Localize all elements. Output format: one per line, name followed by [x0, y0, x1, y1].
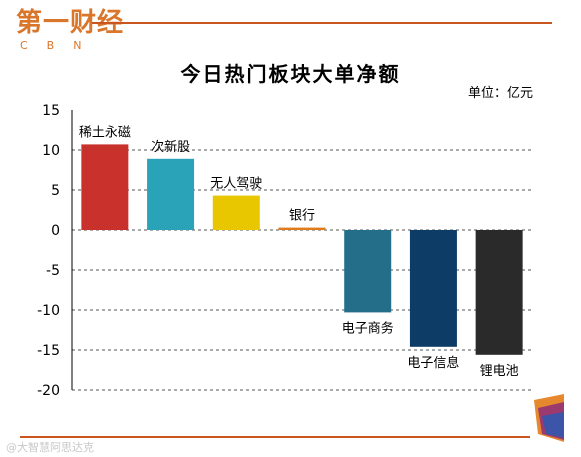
- y-tick-label: -5: [46, 263, 60, 279]
- y-tick-label: 10: [42, 143, 60, 159]
- y-tick-label: -20: [37, 383, 60, 399]
- footer-rule: [20, 436, 530, 438]
- bar: [475, 230, 523, 355]
- watermark: @大智慧阿思达克: [6, 441, 94, 454]
- y-tick-label: 5: [51, 183, 60, 199]
- y-tick-label: 15: [42, 103, 60, 119]
- bar: [81, 144, 129, 230]
- bar: [212, 195, 260, 230]
- y-tick-label: -15: [37, 343, 60, 359]
- cbn-logo-en: CBN: [20, 39, 101, 52]
- unit-label: 单位：亿元: [467, 86, 533, 101]
- bar-label: 电子信息: [407, 355, 459, 371]
- bar-label: 锂电池: [480, 364, 519, 379]
- corner-logo-icon: [534, 394, 564, 442]
- header-rule: [92, 22, 552, 24]
- bar: [344, 230, 392, 313]
- y-tick-label: 0: [51, 223, 60, 239]
- bar: [278, 227, 326, 230]
- bar: [409, 230, 457, 347]
- bar-label: 无人驾驶: [210, 177, 262, 192]
- bar: [147, 158, 195, 230]
- y-tick-label: -10: [37, 303, 60, 319]
- bar-label: 稀土永磁: [79, 125, 131, 140]
- bar-label: 银行: [289, 209, 315, 224]
- bar-label: 电子商务: [342, 320, 394, 336]
- bar-label: 次新股: [151, 139, 190, 155]
- chart-title: 今日热门板块大单净额: [180, 62, 401, 86]
